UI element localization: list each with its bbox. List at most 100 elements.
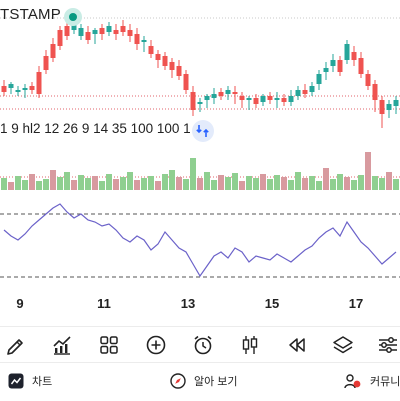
candlestick [162, 56, 168, 66]
candlestick [197, 102, 203, 104]
candlestick [309, 86, 315, 92]
candlestick [78, 28, 84, 36]
candlestick [218, 92, 224, 96]
grid-icon[interactable] [95, 331, 123, 359]
pen-icon[interactable] [2, 331, 30, 359]
volume-bar [211, 180, 217, 190]
candlestick [302, 90, 308, 94]
candles-icon[interactable] [236, 331, 264, 359]
indicators-icon[interactable] [48, 331, 76, 359]
volume-bar [267, 179, 273, 190]
volume-bar [253, 178, 259, 190]
volume-bar [274, 175, 280, 190]
alarm-clock-icon[interactable] [189, 331, 217, 359]
volume-bar [134, 180, 140, 190]
sliders-icon[interactable] [374, 331, 400, 359]
volume-bar [379, 178, 385, 190]
candlestick [232, 92, 238, 94]
candlestick [36, 72, 42, 94]
swap-arrows-icon[interactable] [192, 120, 214, 142]
nav-chart-label: 차트 [32, 376, 53, 388]
volume-bar [162, 174, 168, 190]
candlestick [281, 98, 287, 102]
volume-bar [386, 172, 392, 190]
bottom-navigation: 차트 알아 보기 커뮤니티 [0, 362, 400, 401]
symbol-label: TSTAMP [0, 6, 61, 23]
volume-bar [295, 172, 301, 190]
rewind-icon[interactable] [283, 331, 311, 359]
status-dot-icon [64, 8, 82, 26]
nav-explore[interactable]: 알아 보기 [170, 373, 238, 389]
chart-toolbar [0, 326, 400, 361]
candlestick [386, 104, 392, 110]
volume-bar [358, 175, 364, 190]
volume-bar [225, 177, 231, 190]
volume-bar [50, 170, 56, 190]
volume-bar [323, 168, 329, 190]
candlestick [127, 30, 133, 36]
candlestick [274, 98, 280, 100]
candlestick [246, 98, 252, 100]
candlestick [330, 60, 336, 66]
candlestick [372, 84, 378, 100]
chart-nav-icon [8, 373, 24, 389]
volume-bar [155, 181, 161, 190]
candlestick [57, 30, 63, 46]
candlestick [344, 44, 350, 60]
volume-bar [15, 176, 21, 190]
candlestick [50, 44, 56, 58]
volume-bar [246, 176, 252, 190]
plus-circle-icon[interactable] [142, 331, 170, 359]
candlestick [323, 68, 329, 72]
price-chart[interactable] [0, 0, 400, 300]
volume-bar [204, 172, 210, 190]
nav-community[interactable]: 커뮤니티 [344, 373, 400, 389]
nav-chart[interactable]: 차트 [8, 373, 52, 389]
volume-bar [344, 177, 350, 190]
volume-bar [57, 177, 63, 190]
volume-bar [372, 176, 378, 190]
volume-bar [22, 180, 28, 190]
volume-bar [99, 181, 105, 190]
candlestick [43, 56, 49, 70]
volume-bar [43, 179, 49, 190]
date-tick: 17 [348, 296, 364, 311]
volume-bar [302, 178, 308, 190]
volume-bar [176, 177, 182, 190]
volume-bar [183, 179, 189, 190]
volume-bar [393, 179, 399, 190]
nav-explore-label: 알아 보기 [194, 376, 238, 388]
candlestick [183, 74, 189, 90]
candlestick [169, 62, 175, 70]
volume-bar [106, 174, 112, 190]
candlestick [190, 92, 196, 110]
layers-icon[interactable] [329, 331, 357, 359]
candlestick [253, 98, 259, 104]
candlestick [288, 96, 294, 102]
date-tick: 9 [16, 296, 24, 311]
volume-bar [85, 178, 91, 190]
volume-bar [78, 175, 84, 190]
candlestick [85, 32, 91, 40]
volume-bar [29, 174, 35, 190]
volume-bar [351, 180, 357, 190]
candlestick [134, 34, 140, 44]
volume-bar [190, 158, 196, 190]
volume-bar [330, 179, 336, 190]
chart-area[interactable]: TSTAMP 1 9 hl2 12 26 9 14 35 100 100 1 [0, 0, 400, 300]
volume-bar [36, 181, 42, 190]
candlestick [64, 26, 70, 36]
candlestick [295, 90, 301, 96]
volume-bar [260, 174, 266, 190]
volume-bar [120, 177, 126, 190]
volume-bar [197, 178, 203, 190]
candlestick [260, 96, 266, 102]
date-tick: 13 [180, 296, 196, 311]
volume-bar [239, 181, 245, 190]
volume-bar [127, 172, 133, 190]
oscillator-line [3, 203, 397, 278]
volume-bar [337, 174, 343, 190]
candlestick [29, 86, 35, 90]
volume-bar [316, 181, 322, 190]
candlestick [379, 100, 385, 114]
